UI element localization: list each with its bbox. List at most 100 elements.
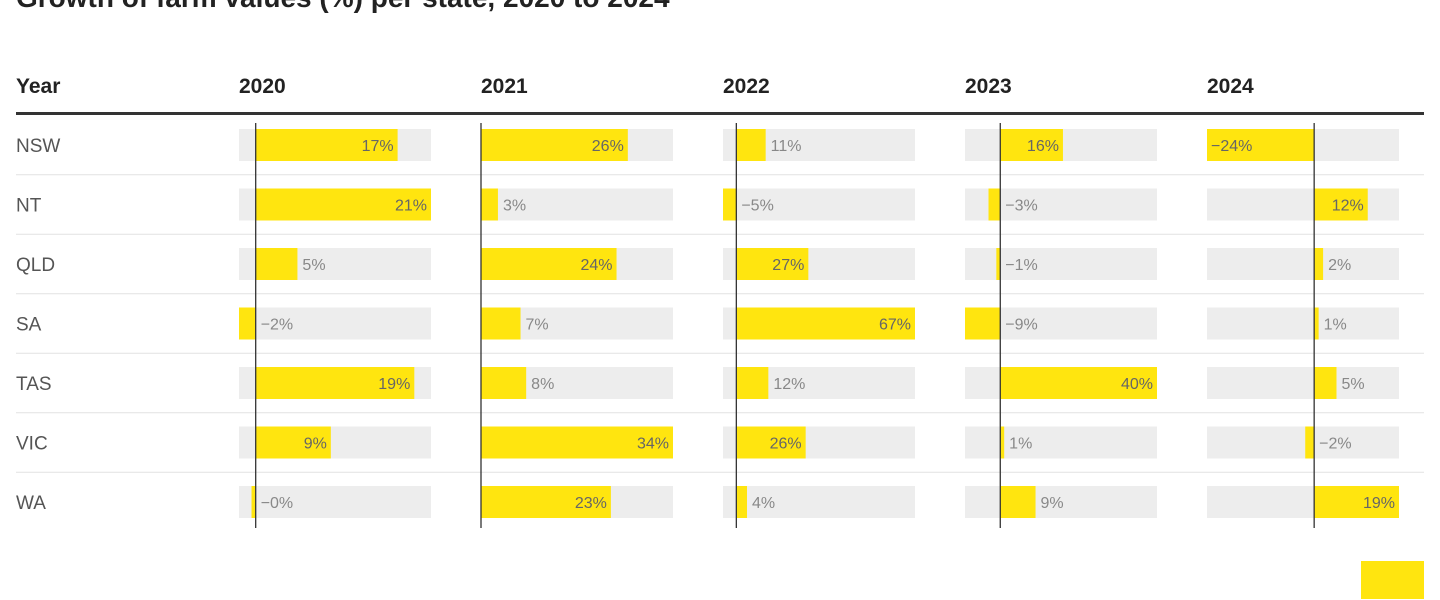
bar-sa-2023	[965, 307, 1001, 340]
bar-qld-2020	[255, 248, 298, 280]
data-label: 23%	[575, 495, 607, 512]
data-label: 27%	[772, 257, 804, 274]
data-label: 5%	[302, 257, 325, 274]
row-label-qld: QLD	[16, 255, 55, 276]
bar-nt-2023	[988, 188, 1001, 221]
column-header-2024: 2024	[1207, 75, 1254, 98]
bar-qld-2024	[1314, 248, 1324, 280]
row-label-nsw: NSW	[16, 136, 60, 157]
bar-nt-2024	[1314, 188, 1368, 221]
data-label: −9%	[1005, 317, 1037, 334]
data-label: −3%	[1005, 198, 1037, 215]
bar-sa-2020	[239, 307, 256, 340]
row-header-label: Year	[16, 75, 60, 98]
bar-nsw-2024	[1207, 129, 1315, 161]
bar-track	[965, 486, 1157, 518]
row-label-nt: NT	[16, 196, 42, 217]
legend-swatch	[1361, 561, 1424, 599]
header-rule	[16, 112, 1424, 115]
bar-vic-2023	[1000, 426, 1005, 459]
bar-track	[723, 188, 915, 221]
column-header-2021: 2021	[481, 75, 528, 98]
data-label: −0%	[261, 495, 293, 512]
bar-nsw-2020	[255, 129, 398, 161]
bar-track	[1207, 426, 1399, 459]
bar-track	[723, 486, 915, 518]
bar-nt-2020	[255, 188, 431, 221]
data-label: 67%	[879, 317, 911, 334]
bar-track	[1207, 307, 1399, 340]
bar-nt-2021	[481, 188, 498, 221]
data-label: 4%	[752, 495, 775, 512]
chart-title: Growth of farm values (%) per state, 202…	[16, 0, 670, 15]
bar-wa-2023	[1000, 486, 1036, 518]
data-label: 19%	[1363, 495, 1395, 512]
bar-wa-2021	[481, 486, 611, 518]
column-header-2020: 2020	[239, 75, 286, 98]
row-label-tas: TAS	[16, 374, 52, 395]
bar-nt-2022	[723, 188, 737, 221]
data-label: 9%	[1041, 495, 1064, 512]
bar-sa-2021	[481, 307, 521, 340]
data-label: −1%	[1005, 257, 1037, 274]
bar-qld-2023	[996, 248, 1001, 280]
data-label: −2%	[1319, 436, 1351, 453]
bar-vic-2024	[1305, 426, 1315, 459]
bar-nsw-2021	[481, 129, 628, 161]
data-label: 26%	[592, 138, 624, 155]
data-label: 9%	[304, 436, 327, 453]
data-label: 16%	[1027, 138, 1059, 155]
column-header-2023: 2023	[965, 75, 1012, 98]
data-label: 19%	[378, 376, 410, 393]
row-label-sa: SA	[16, 315, 42, 336]
column-header-2022: 2022	[723, 75, 770, 98]
data-label: −24%	[1211, 138, 1252, 155]
data-label: 1%	[1009, 436, 1032, 453]
data-label: 12%	[1332, 198, 1364, 215]
bar-track	[1207, 367, 1399, 399]
bar-nsw-2023	[1000, 129, 1063, 161]
bar-wa-2022	[736, 486, 747, 518]
bar-tas-2024	[1314, 367, 1337, 399]
bar-vic-2021	[481, 426, 673, 459]
bar-track	[1207, 188, 1399, 221]
bar-track	[965, 248, 1157, 280]
data-label: 5%	[1341, 376, 1364, 393]
bar-wa-2020	[251, 486, 256, 518]
bar-wa-2024	[1314, 486, 1399, 518]
bar-tas-2021	[481, 367, 527, 399]
bar-vic-2022	[736, 426, 806, 459]
data-label: −2%	[261, 317, 293, 334]
bar-qld-2021	[481, 248, 617, 280]
data-label: 24%	[580, 257, 612, 274]
bar-vic-2020	[255, 426, 331, 459]
data-label: 2%	[1328, 257, 1351, 274]
bar-track	[965, 426, 1157, 459]
data-label: 21%	[395, 198, 427, 215]
data-label: 26%	[770, 436, 802, 453]
data-label: −5%	[741, 198, 773, 215]
bar-tas-2023	[1000, 367, 1157, 399]
data-label: 1%	[1324, 317, 1347, 334]
bar-track	[239, 486, 431, 518]
data-label: 40%	[1121, 376, 1153, 393]
bar-track	[1207, 248, 1399, 280]
row-label-wa: WA	[16, 493, 46, 514]
data-label: 11%	[771, 138, 802, 155]
bar-tas-2020	[255, 367, 415, 399]
data-label: 3%	[503, 198, 526, 215]
bar-tas-2022	[736, 367, 769, 399]
data-label: 12%	[773, 376, 805, 393]
data-label: 8%	[531, 376, 554, 393]
row-label-vic: VIC	[16, 434, 48, 455]
data-label: 7%	[526, 317, 549, 334]
data-label: 34%	[637, 436, 669, 453]
data-label: 17%	[362, 138, 394, 155]
bar-track	[481, 188, 673, 221]
bar-nsw-2022	[736, 129, 766, 161]
bar-qld-2022	[736, 248, 809, 280]
bar-sa-2024	[1314, 307, 1319, 340]
bar-sa-2022	[736, 307, 915, 340]
bar-track	[239, 307, 431, 340]
